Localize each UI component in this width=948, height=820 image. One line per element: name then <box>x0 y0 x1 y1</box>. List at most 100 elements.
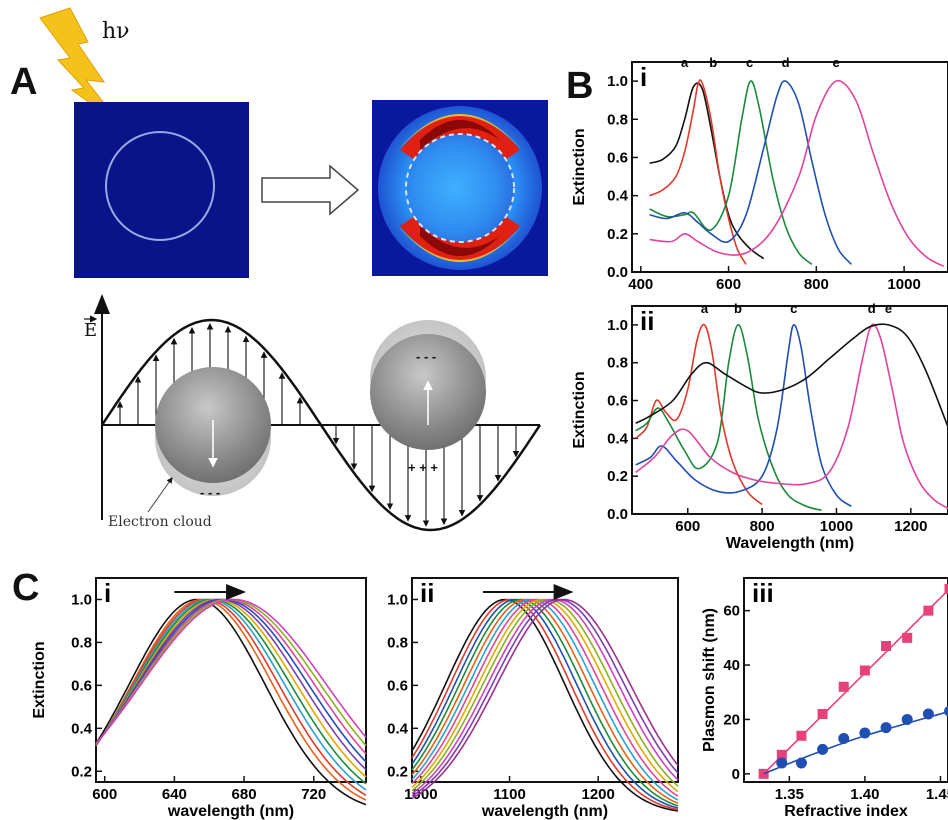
data-point-circle <box>795 757 807 769</box>
series-line-c <box>649 80 813 266</box>
series-line-a <box>635 323 763 506</box>
spectrum-line <box>95 598 367 778</box>
data-point-square <box>859 665 870 676</box>
y-tick-label: 0.8 <box>71 634 92 651</box>
spectrum-line <box>411 598 679 812</box>
x-tick-label: 600 <box>716 276 741 293</box>
data-point-square <box>796 730 807 741</box>
data-point-square <box>902 632 913 643</box>
data-point-circle <box>776 757 788 769</box>
spectrum-line <box>411 598 679 795</box>
y-tick-label: 1.0 <box>607 73 628 90</box>
curve-label-b: b <box>734 301 742 316</box>
y-tick-label: 60 <box>723 603 740 620</box>
spectrum-line <box>411 598 679 797</box>
subpanel-label: ii <box>640 306 654 336</box>
x-tick-label: 1000 <box>404 786 437 803</box>
chart-c-i: 600 640 680 720 0.2 0.4 0.6 0.8 1.0 Extinction wav… <box>31 577 367 820</box>
charge-minus-right: - - - <box>416 349 436 364</box>
charge-plus-right: + + + <box>408 460 438 475</box>
y-tick-label: 0.6 <box>387 677 408 694</box>
fit-line <box>763 710 948 775</box>
x-axis-title: wavelength (nm) <box>167 803 294 820</box>
x-tick-label: 680 <box>232 786 257 803</box>
panel-letter-a: A <box>10 61 37 103</box>
data-point-circle <box>838 732 850 744</box>
chart-b-i: 400 600 800 1000 0.0 0.2 0.4 0.6 0.8 1.0 Extinctio… <box>571 55 948 293</box>
curve-label-b: b <box>709 55 717 70</box>
curve-label-d: d <box>782 55 790 70</box>
series-line-e <box>635 323 948 428</box>
field-wave <box>100 318 542 532</box>
x-axis-title: Refractive index <box>784 803 908 820</box>
series-line-d <box>649 80 853 265</box>
data-point-square <box>776 749 787 760</box>
spectrum-line <box>411 598 679 797</box>
y-tick-label: 0.4 <box>607 430 629 447</box>
fit-line <box>763 589 948 775</box>
x-tick-label: 400 <box>628 276 653 293</box>
spectrum-line <box>95 598 367 791</box>
x-tick-label: 1.45 <box>926 786 948 803</box>
data-point-square <box>881 641 892 651</box>
x-tick-label: 1000 <box>887 276 920 293</box>
series-line-d <box>635 323 948 509</box>
curve-label-d: d <box>868 301 876 316</box>
spectrum-line <box>411 598 679 809</box>
x-tick-label: 1000 <box>820 518 853 535</box>
panel-a: hν A E <box>10 7 548 532</box>
curve-label-c: c <box>790 301 797 316</box>
x-tick-label: 1200 <box>582 786 615 803</box>
data-point-square <box>923 605 934 616</box>
data-point-circle <box>901 713 913 725</box>
y-tick-label: 0 <box>732 766 740 783</box>
x-tick-label: 1.40 <box>850 786 879 803</box>
y-tick-label: 0.8 <box>387 634 408 651</box>
field-label: E <box>84 320 97 341</box>
data-point-square <box>838 681 849 692</box>
y-tick-label: 0.4 <box>387 720 409 737</box>
curve-label-c: c <box>746 55 753 70</box>
data-point-circle <box>817 743 829 755</box>
series-line-a <box>649 82 765 260</box>
data-point-circle <box>922 708 934 720</box>
panel-letter-c: C <box>12 567 39 609</box>
y-tick-label: 1.0 <box>607 317 628 334</box>
photon-label: hν <box>102 19 130 44</box>
subpanel-label: ii <box>420 578 434 608</box>
x-axis-title: wavelength (nm) <box>481 803 608 820</box>
y-tick-label: 0.0 <box>607 264 628 281</box>
charge-minus-left: - - - <box>200 485 220 500</box>
y-axis-title: Extinction <box>571 371 588 448</box>
series-line-b <box>649 79 747 265</box>
y-tick-label: 0.2 <box>607 468 628 485</box>
subpanel-label: i <box>104 578 111 608</box>
y-tick-label: 0.4 <box>71 720 93 737</box>
spectrum-line <box>95 598 367 796</box>
efield-diagram: E - - - - - - + + + Electron cloud <box>84 294 542 532</box>
x-tick-label: 800 <box>750 518 775 535</box>
y-axis-title: Extinction <box>31 641 48 718</box>
subpanel-label: iii <box>752 578 774 608</box>
y-tick-label: 0.2 <box>607 226 628 243</box>
chart-b-ii: 600 800 1000 1200 0.0 0.2 0.4 0.6 0.8 1.0 Extincti… <box>571 301 948 552</box>
y-tick-label: 20 <box>723 711 740 728</box>
spectrum-line <box>95 598 367 747</box>
data-point-square <box>944 583 948 594</box>
x-axis-title: Wavelength (nm) <box>726 535 854 552</box>
data-point-circle <box>880 722 892 734</box>
y-tick-label: 1.0 <box>387 591 408 608</box>
spectrum-line <box>411 598 679 807</box>
curve-label-e: e <box>885 301 892 316</box>
x-tick-label: 600 <box>675 518 700 535</box>
spectrum-line <box>95 598 367 771</box>
x-tick-label: 600 <box>92 786 117 803</box>
y-tick-label: 0.2 <box>387 763 408 780</box>
plot-frame <box>95 577 367 783</box>
field-map <box>372 100 548 276</box>
y-axis-title: Extinction <box>571 128 588 205</box>
spectrum-line <box>411 598 679 799</box>
spectrum-line <box>411 598 679 792</box>
x-tick-label: 1200 <box>894 518 927 535</box>
